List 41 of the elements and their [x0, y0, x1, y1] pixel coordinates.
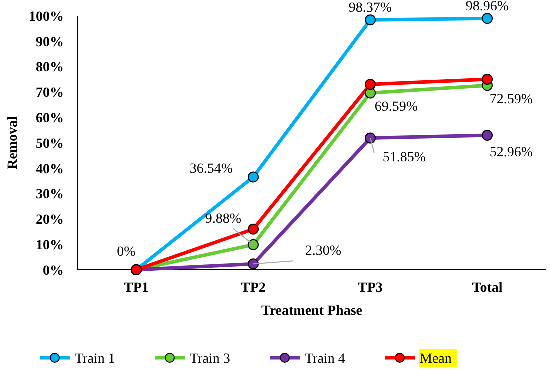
y-tick-label: 40%: [36, 162, 64, 178]
data-label: 52.96%: [490, 145, 534, 160]
y-tick-label: 50%: [36, 136, 64, 152]
x-tick-label: TP3: [358, 281, 383, 296]
data-label: 69.59%: [374, 100, 418, 116]
point: [248, 224, 259, 235]
data-label: 72.59%: [490, 92, 534, 108]
point: [482, 13, 493, 24]
y-tick-label: 20%: [36, 213, 64, 228]
point: [482, 74, 493, 85]
point: [482, 130, 493, 141]
y-tick-label: 10%: [36, 238, 64, 254]
point: [248, 258, 259, 270]
data-label: 0%: [117, 245, 136, 260]
x-axis-title: Treatment Phase: [262, 304, 362, 319]
point: [248, 172, 259, 183]
point: [365, 79, 376, 90]
data-label: 51.85%: [382, 150, 426, 166]
y-tick-label: 70%: [36, 86, 64, 102]
legend-label: Train 3: [190, 352, 230, 367]
data-label: 2.30%: [305, 244, 342, 260]
y-tick-label: 0%: [43, 264, 64, 279]
x-tick-label: Total: [472, 281, 503, 296]
y-tick-label: 90%: [36, 35, 64, 50]
data-label: 98.96%: [466, 0, 510, 15]
point: [248, 239, 259, 250]
point: [365, 14, 376, 26]
y-tick-label: 30%: [36, 188, 64, 203]
point: [365, 132, 376, 144]
legend-label: Mean: [420, 352, 452, 367]
legend-label: Train 1: [75, 352, 116, 367]
legend-label: Train 4: [305, 352, 346, 367]
data-label: 9.88%: [205, 212, 242, 227]
y-axis-title: Removal: [6, 116, 21, 170]
y-tick-label: 60%: [36, 112, 64, 126]
y-tick-label: 80%: [36, 60, 64, 76]
data-label: 98.37%: [348, 1, 392, 16]
y-tick-label: 100%: [29, 10, 64, 25]
x-tick-label: TP1: [124, 281, 149, 296]
data-label: 36.54%: [190, 162, 234, 178]
x-tick-label: TP2: [241, 281, 266, 296]
